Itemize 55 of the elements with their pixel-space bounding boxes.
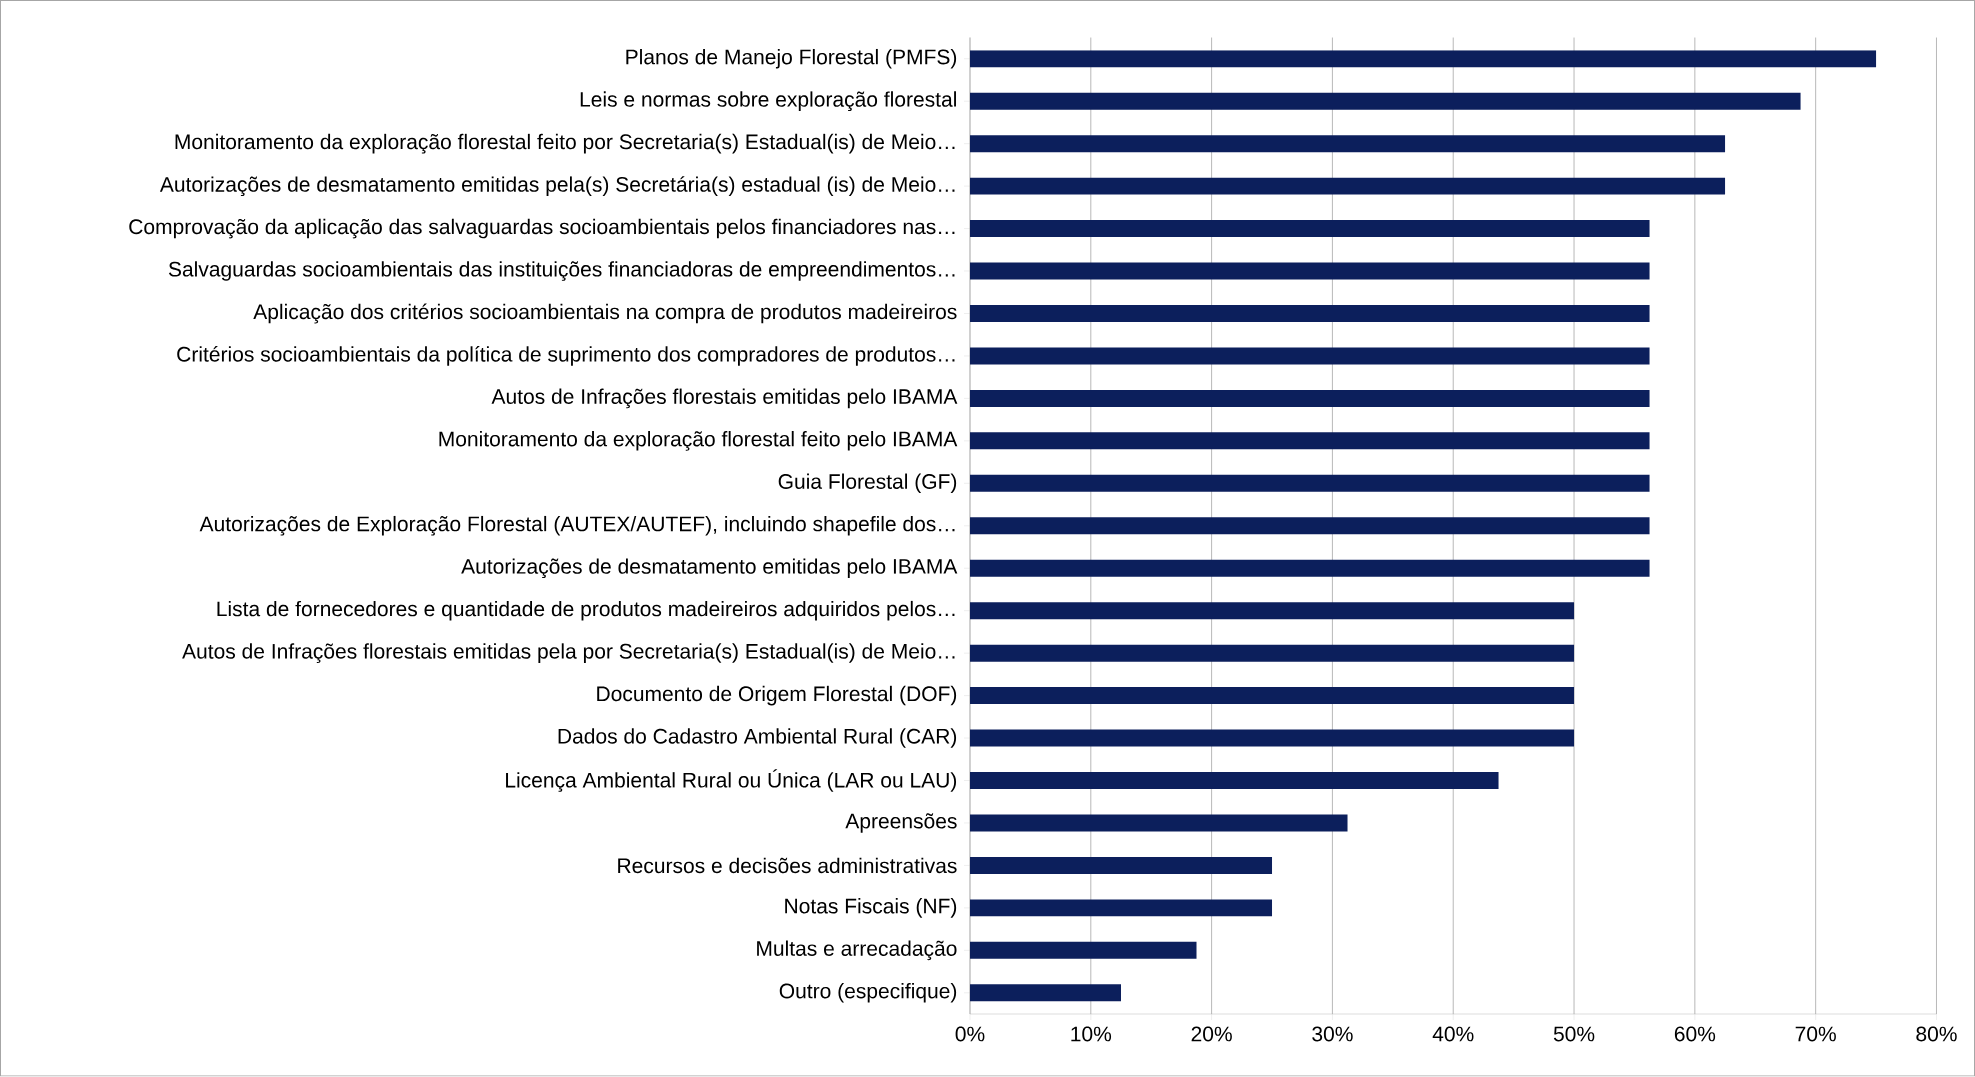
x-tick-label: 10%	[1071, 1026, 1112, 1042]
bar	[969, 687, 1575, 705]
y-tick-label: Aplicação dos critérios socioambientais na compra de produtos madeireiros	[253, 303, 957, 324]
bar	[969, 305, 1650, 323]
bar	[969, 135, 1726, 153]
y-tick-label: Salvaguardas socioambientais das instituições financiadoras de empreendimentos…	[168, 261, 955, 282]
y-tick-label: Autorizações de desmatamento emitidas pelo IBAMA	[461, 558, 958, 579]
bar	[969, 50, 1877, 68]
bar	[969, 559, 1650, 577]
x-tick-label: 80%	[1916, 1026, 1957, 1042]
y-tick-label: Comprovação da aplicação das salvaguardas socioambientais pelos financiadores nas…	[129, 218, 955, 239]
y-tick-label: Monitoramento da exploração florestal feito pelo IBAMA	[439, 431, 958, 451]
y-tick-label: Recursos e decisões administrativas	[618, 857, 957, 874]
bar	[969, 729, 1575, 747]
y-tick-label: Notas Fiscais (NF)	[785, 898, 957, 918]
y-tick-label: Autorizações de Exploração Florestal (AUTEX/AUTEF), incluindo shapefile dos…	[199, 516, 955, 536]
y-tick-label: Lista de fornecedores e quantidade de produtos madeireiros adquiridos pelos…	[217, 601, 955, 621]
x-tick-label: 60%	[1674, 1026, 1716, 1042]
bar	[969, 390, 1650, 408]
y-tick-label: Leis e normas sobre exploração florestal	[580, 91, 956, 112]
y-tick-label: Documento de Origem Florestal (DOF)	[597, 686, 957, 706]
bar	[969, 984, 1121, 1002]
y-tick-label: Outro (especifique)	[779, 983, 957, 1003]
y-tick-label: Planos de Manejo Florestal (PMFS)	[626, 49, 957, 69]
y-tick-label: Autos de Infrações florestais emitidas pelo IBAMA	[491, 388, 958, 409]
bar	[969, 177, 1726, 195]
x-tick-label: 30%	[1312, 1026, 1353, 1042]
bar	[969, 92, 1801, 110]
y-tick-label: Dados do Cadastro Ambiental Rural (CAR)	[558, 728, 957, 749]
x-tick-label: 20%	[1191, 1026, 1232, 1042]
x-tick-label: 0%	[955, 1026, 985, 1042]
y-tick-label: Multas e arrecadação	[757, 940, 957, 961]
bar	[969, 262, 1650, 280]
y-tick-label: Autorizações de desmatamento emitidas pela(s) Secretária(s) estadual (is) de Meio…	[159, 176, 955, 197]
x-tick-label: 70%	[1795, 1026, 1836, 1042]
bar	[969, 347, 1650, 365]
bar	[969, 899, 1273, 917]
bar	[969, 814, 1348, 832]
y-tick-label: Autos de Infrações florestais emitidas pela por Secretaria(s) Estadual(is) de Meio…	[182, 643, 955, 664]
bar	[969, 432, 1650, 450]
y-tick-label: Guia Florestal (GF)	[778, 473, 957, 494]
y-tick-label: Monitoramento da exploração florestal feito por Secretaria(s) Estadual(is) de Meio…	[175, 134, 955, 154]
y-tick-label: Critérios socioambientais da política de suprimento dos compradores de produtos…	[177, 346, 955, 367]
bar	[969, 644, 1575, 662]
bar	[969, 220, 1650, 238]
bar	[969, 602, 1575, 620]
x-tick-label: 50%	[1553, 1026, 1595, 1042]
bar	[969, 475, 1650, 493]
x-tick-label: 40%	[1432, 1026, 1474, 1042]
y-tick-label: Apreensões	[845, 813, 957, 833]
bar	[969, 772, 1499, 790]
bar	[969, 517, 1650, 535]
y-tick-label: Licença Ambiental Rural ou Única (LAR ou LAU)	[506, 769, 957, 793]
bar	[969, 942, 1197, 960]
bar	[969, 857, 1273, 875]
